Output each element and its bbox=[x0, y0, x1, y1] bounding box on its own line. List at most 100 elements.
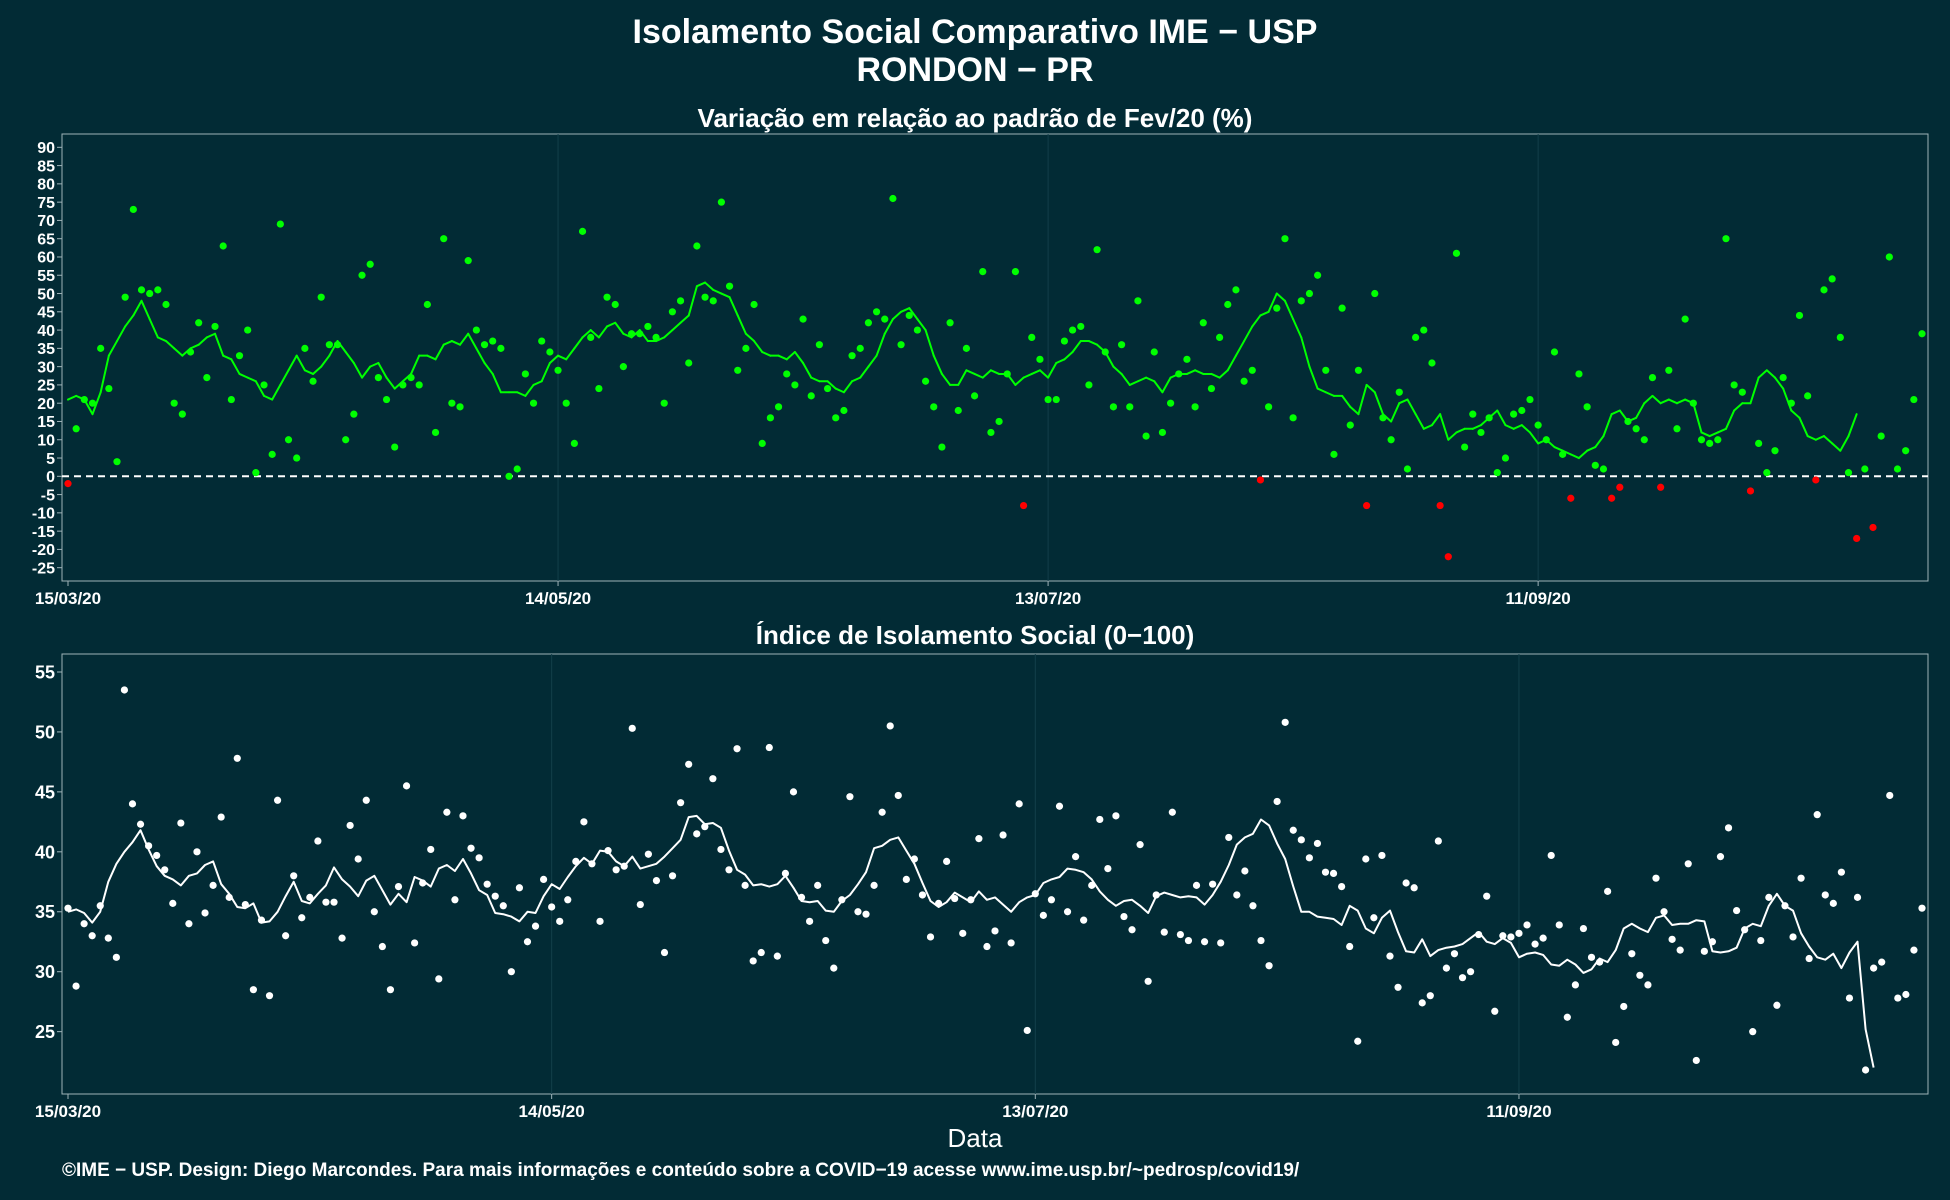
trend-line-segment bbox=[1292, 318, 1303, 339]
daily-point bbox=[546, 348, 554, 356]
daily-point bbox=[872, 308, 881, 316]
daily-point bbox=[293, 454, 301, 462]
daily-point bbox=[1485, 414, 1493, 422]
trend-line-segment bbox=[189, 343, 200, 350]
daily-point bbox=[1281, 235, 1289, 243]
trend-line-segment bbox=[1520, 424, 1531, 434]
trend-line-segment bbox=[989, 369, 1001, 375]
daily-point bbox=[1322, 366, 1330, 374]
y-tick-label: 50 bbox=[37, 286, 55, 303]
trend-line-segment bbox=[1439, 413, 1450, 441]
trend-line-segment bbox=[467, 332, 478, 350]
daily-point bbox=[799, 315, 807, 323]
daily-point bbox=[1493, 469, 1501, 477]
daily-point bbox=[1648, 374, 1657, 382]
daily-point bbox=[603, 293, 611, 301]
daily-point bbox=[260, 381, 268, 389]
daily-point bbox=[1338, 304, 1346, 312]
daily-point bbox=[1126, 403, 1134, 411]
trend-line-segment bbox=[695, 281, 707, 288]
trend-line-segment bbox=[1063, 351, 1074, 361]
trend-line-segment bbox=[1512, 424, 1523, 430]
daily-point bbox=[1779, 374, 1787, 382]
trend-line-segment bbox=[1643, 394, 1654, 405]
trend-line-segment bbox=[156, 336, 168, 343]
daily-point bbox=[905, 311, 913, 320]
x-tick-label: 11/09/20 bbox=[1506, 589, 1571, 608]
daily-point bbox=[717, 198, 725, 206]
daily-point bbox=[1150, 348, 1158, 356]
daily-point bbox=[399, 381, 407, 389]
daily-point bbox=[154, 286, 162, 294]
daily-point bbox=[301, 344, 309, 352]
trend-line-segment bbox=[875, 332, 886, 357]
trend-line-segment bbox=[712, 288, 723, 295]
y-tick-label: 65 bbox=[37, 231, 55, 248]
trend-line-segment bbox=[679, 314, 690, 324]
daily-point bbox=[1665, 366, 1673, 374]
daily-point bbox=[1036, 355, 1044, 363]
daily-point bbox=[1109, 403, 1118, 411]
daily-point bbox=[146, 289, 154, 298]
trend-line-segment bbox=[434, 343, 445, 361]
daily-point bbox=[1567, 494, 1575, 502]
trend-line-segment bbox=[867, 354, 878, 368]
trend-line-segment bbox=[932, 354, 943, 375]
trend-line-segment bbox=[1161, 376, 1172, 394]
trend-line-segment bbox=[1610, 409, 1621, 416]
daily-point bbox=[1616, 483, 1624, 491]
daily-point bbox=[856, 344, 864, 352]
daily-point bbox=[921, 377, 930, 385]
daily-point bbox=[1534, 421, 1542, 429]
daily-point bbox=[244, 326, 252, 334]
trend-line-segment bbox=[916, 318, 927, 332]
daily-point bbox=[350, 410, 358, 418]
daily-point bbox=[881, 315, 889, 323]
daily-point bbox=[962, 344, 971, 352]
trend-line-segment bbox=[426, 354, 437, 361]
daily-point bbox=[382, 395, 391, 404]
plot-frame bbox=[61, 133, 1929, 582]
trend-line-segment bbox=[1692, 402, 1703, 434]
daily-point bbox=[652, 333, 660, 341]
daily-point bbox=[186, 348, 195, 356]
y-tick-label: 80 bbox=[37, 177, 55, 194]
trend-line-segment bbox=[369, 361, 380, 368]
daily-point bbox=[1836, 333, 1844, 341]
trend-line-segment bbox=[99, 354, 110, 394]
daily-point bbox=[162, 300, 170, 309]
trend-line-segment bbox=[1447, 431, 1458, 441]
daily-point bbox=[1657, 483, 1665, 491]
trend-line-segment bbox=[140, 299, 151, 321]
daily-point bbox=[1559, 450, 1567, 458]
daily-point bbox=[252, 469, 260, 477]
daily-point bbox=[1387, 436, 1395, 444]
trend-line-segment bbox=[793, 351, 805, 364]
daily-point bbox=[627, 330, 636, 338]
daily-point bbox=[1608, 494, 1616, 502]
daily-point bbox=[113, 458, 121, 466]
y-tick-label: 30 bbox=[37, 359, 55, 376]
daily-point bbox=[1428, 359, 1436, 367]
trend-line-segment bbox=[965, 369, 976, 375]
daily-point bbox=[619, 363, 627, 371]
trend-line-segment bbox=[516, 391, 527, 397]
trend-line-segment bbox=[900, 307, 911, 313]
main-title-line1: Isolamento Social Comparativo IME − USP bbox=[632, 13, 1318, 51]
daily-point bbox=[676, 297, 685, 305]
daily-point bbox=[946, 319, 954, 327]
trend-line-segment bbox=[1398, 398, 1409, 405]
daily-point bbox=[1265, 403, 1273, 411]
daily-point bbox=[538, 337, 546, 345]
trend-line-segment bbox=[459, 332, 470, 346]
trend-line-segment bbox=[287, 354, 298, 372]
trend-line-segment bbox=[1349, 405, 1360, 416]
daily-point bbox=[1011, 267, 1020, 276]
daily-point bbox=[415, 381, 423, 389]
daily-point bbox=[456, 403, 464, 411]
trend-line-segment bbox=[1504, 424, 1515, 430]
daily-point bbox=[1918, 330, 1926, 338]
trend-line-segment bbox=[802, 361, 813, 379]
daily-point bbox=[1028, 333, 1036, 341]
trend-line-segment bbox=[1733, 402, 1744, 412]
